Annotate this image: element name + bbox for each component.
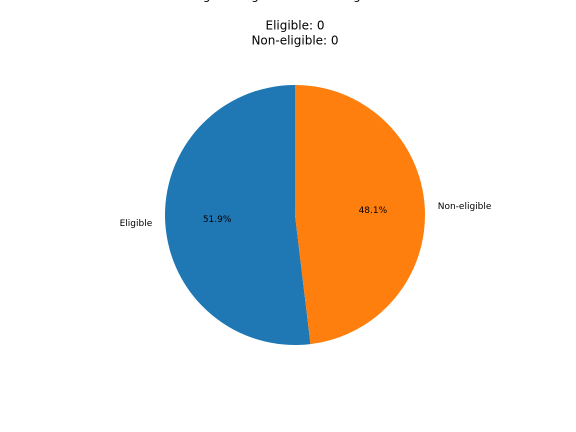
value-label: 48.1%	[359, 206, 388, 216]
slice-label: Non-eligible	[438, 202, 492, 212]
pie-slice	[295, 84, 426, 345]
value-label: 51.9%	[203, 215, 232, 225]
chart-title: Percentage of Eligible and Non-eligible …	[150, 0, 439, 3]
pie-slice	[165, 85, 311, 345]
subtitle: Non-eligible: 0	[251, 34, 338, 48]
slice-label: Eligible	[120, 219, 153, 229]
subtitle: Eligible: 0	[265, 19, 324, 33]
